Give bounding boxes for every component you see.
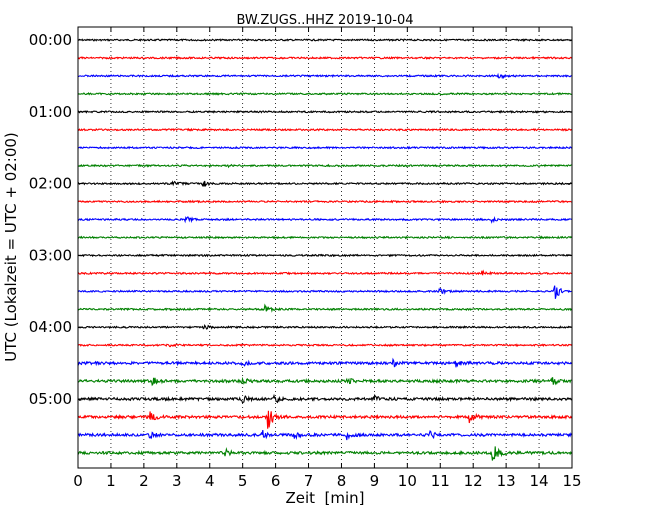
seismic-trace: [77, 38, 572, 42]
x-tick-label: 10: [398, 472, 417, 490]
x-tick-label: 5: [238, 472, 248, 490]
seismic-trace: [77, 145, 572, 150]
seismic-trace: [77, 324, 572, 330]
y-axis-label: UTC (Lokalzeit = UTC + 02:00): [2, 132, 20, 362]
x-tick-label: 3: [172, 472, 182, 490]
seismic-trace: [77, 303, 572, 313]
seismic-trace: [77, 269, 572, 276]
x-tick-label: 1: [106, 472, 116, 490]
x-tick-label: 2: [139, 472, 149, 490]
x-axis-label: Zeit [min]: [285, 489, 364, 507]
seismic-trace: [77, 91, 572, 96]
seismic-trace: [77, 215, 572, 224]
seismic-trace: [77, 235, 572, 240]
x-tick-label: 0: [73, 472, 83, 490]
y-tick-label: 02:00: [29, 175, 72, 193]
seismic-trace: [77, 55, 572, 61]
y-axis-ticks: 00:00 01:00 02:00 03:00 04:00 05:00: [29, 31, 572, 408]
x-tick-label: 13: [497, 472, 516, 490]
y-tick-label: 05:00: [29, 390, 72, 408]
seismic-trace: [77, 109, 572, 114]
x-tick-label: 8: [337, 472, 347, 490]
seismic-trace: [77, 446, 572, 461]
x-tick-label: 15: [562, 472, 581, 490]
y-tick-label: 01:00: [29, 103, 72, 121]
seismic-trace: [77, 180, 572, 187]
plot-area: [78, 27, 572, 468]
chart-title: BW.ZUGS..HHZ 2019-10-04: [236, 13, 413, 28]
y-tick-label: 03:00: [29, 246, 72, 264]
x-tick-label: 7: [304, 472, 314, 490]
seismic-trace: [77, 429, 573, 441]
x-tick-label: 9: [370, 472, 380, 490]
seismic-trace: [77, 72, 572, 80]
seismic-trace: [77, 285, 572, 299]
plot-frame: [77, 26, 573, 469]
x-tick-label: 14: [530, 472, 549, 490]
vertical-gridlines: [110, 27, 540, 468]
x-tick-label: 12: [464, 472, 483, 490]
seismic-trace: [77, 253, 572, 258]
x-axis-ticks: 0 1 2 3 4 5 6 7 8 9 10 11 12 13 14 15: [73, 27, 582, 490]
x-tick-label: 4: [205, 472, 215, 490]
y-tick-label: 00:00: [29, 31, 72, 49]
seismic-trace: [77, 343, 572, 348]
seismic-trace: [77, 163, 572, 169]
seismic-trace: [77, 127, 572, 132]
seismic-trace: [77, 376, 572, 387]
trace-group: [77, 38, 573, 461]
y-tick-label: 04:00: [29, 318, 72, 336]
seismic-trace: [77, 410, 572, 429]
x-tick-label: 6: [271, 472, 281, 490]
seismic-trace: [77, 357, 572, 368]
x-tick-label: 11: [431, 472, 450, 490]
seismic-trace: [77, 199, 572, 204]
seismic-trace: [77, 393, 572, 404]
